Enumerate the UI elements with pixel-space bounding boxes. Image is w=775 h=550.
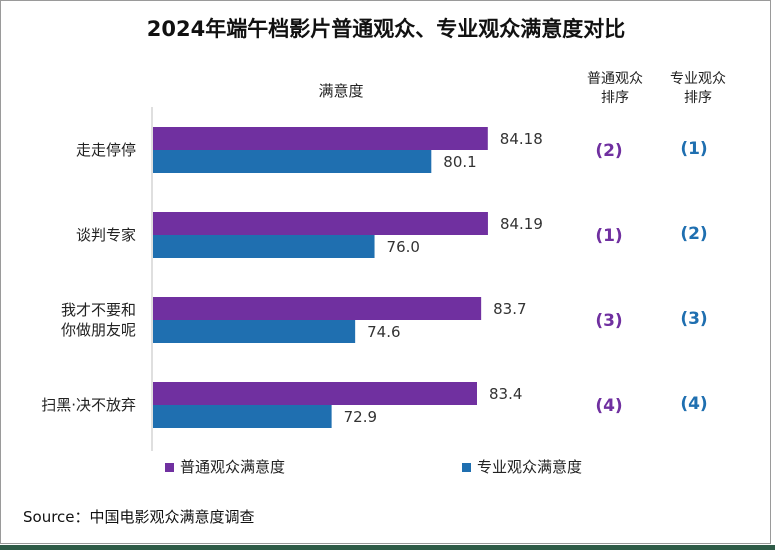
rank-general: (2) [595,141,622,161]
rank-professional: (3) [680,309,707,329]
legend-swatch-professional [462,463,471,472]
bar-general [153,212,488,235]
rank-header-general-line2: 排序 [601,90,629,106]
value-label-general: 84.19 [500,215,543,233]
value-label-professional: 76.0 [387,238,420,256]
value-label-professional: 80.1 [443,153,476,171]
bar-general [153,297,482,320]
category-label: 我才不要和 [61,301,136,319]
rank-professional: (4) [680,394,707,414]
bar-professional [153,405,332,428]
legend-label-professional: 专业观众满意度 [477,458,582,476]
bar-general [153,127,488,150]
bottom-accent-bar [0,545,775,550]
chart-title: 2024年端午档影片普通观众、专业观众满意度对比 [147,17,625,41]
rank-header-general-line1: 普通观众 [587,71,643,87]
rank-professional: (2) [680,224,707,244]
value-label-general: 83.4 [489,385,522,403]
value-label-general: 83.7 [493,300,526,318]
value-label-professional: 74.6 [367,323,400,341]
axis-title: 满意度 [318,82,363,100]
legend-label-general: 普通观众满意度 [180,458,285,476]
rank-header-professional-line1: 专业观众 [670,71,726,87]
category-label: 扫黑·决不放弃 [41,396,136,414]
value-label-general: 84.18 [500,130,543,148]
value-label-professional: 72.9 [344,408,377,426]
bar-professional [153,320,356,343]
category-label: 走走停停 [76,141,136,159]
rank-header-professional-line2: 排序 [684,90,712,106]
rank-general: (1) [595,226,622,246]
bar-professional [153,150,432,173]
rank-professional: (1) [680,139,707,159]
category-label: 你做朋友呢 [61,321,136,339]
rank-general: (4) [595,396,622,416]
rank-general: (3) [595,311,622,331]
bar-general [153,382,477,405]
bar-professional [153,235,375,258]
bars-layer: 走走停停 84.18 80.1 (2) (1) 谈判专家 84.19 76.0 (1) (2) 我才… [41,127,708,428]
legend-swatch-general [165,463,174,472]
category-label: 谈判专家 [76,226,136,244]
source-note: Source：中国电影观众满意度调查 [23,508,255,526]
